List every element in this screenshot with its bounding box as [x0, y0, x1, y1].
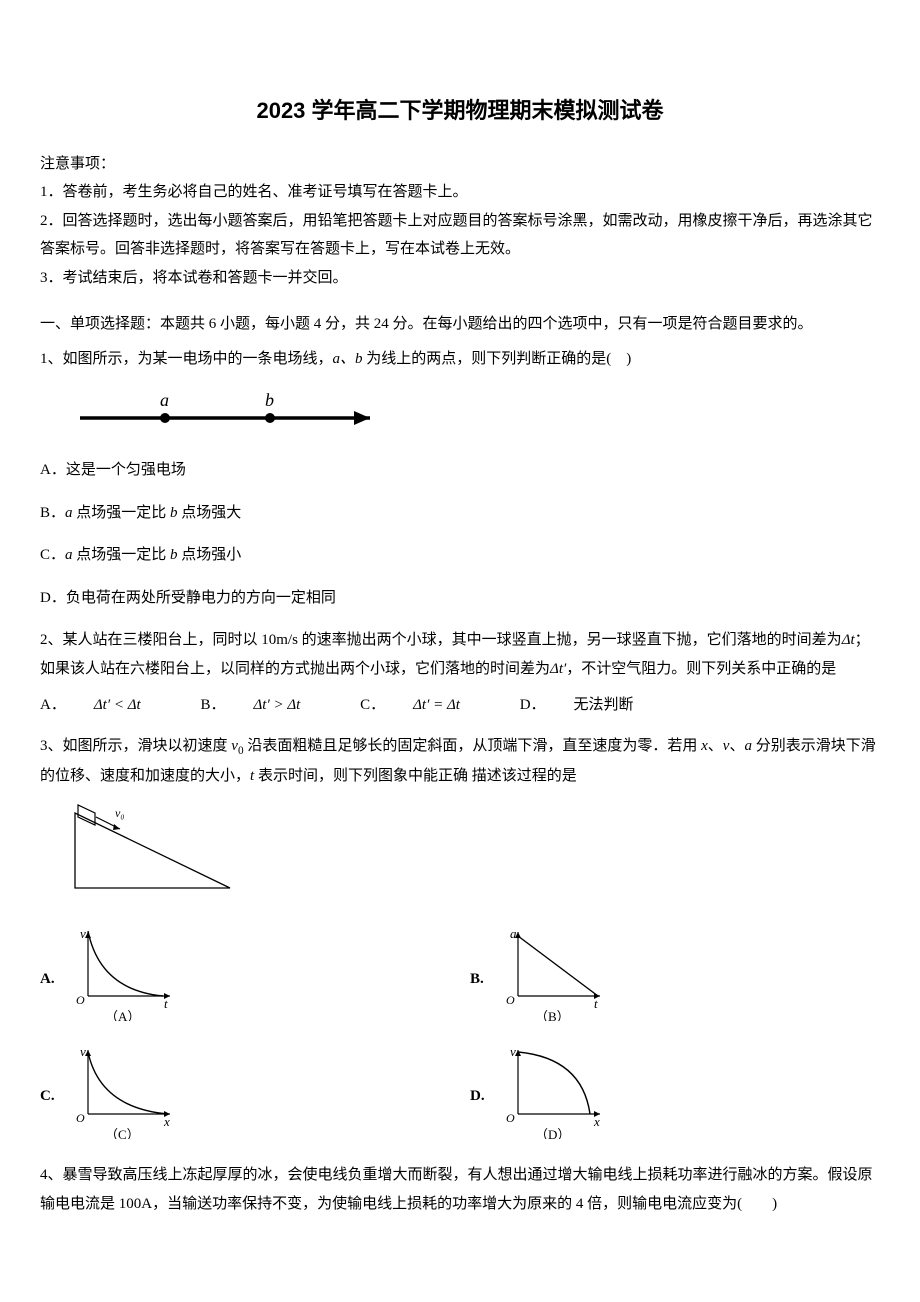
q2-a-pre: A． — [40, 697, 66, 713]
q1-c-mid: 点场强一定比 — [73, 547, 171, 563]
svg-text:O: O — [76, 1111, 85, 1125]
q1-stem: 1、如图所示，为某一电场中的一条电场线，a、b 为线上的两点，则下列判断正确的是… — [40, 345, 880, 374]
instructions-line-2: 2．回答选择题时，选出每小题答案后，用铅笔把答题卡上对应题目的答案标号涂黑，如需… — [40, 207, 880, 264]
svg-text:a: a — [160, 390, 169, 410]
svg-text:x: x — [593, 1114, 600, 1129]
svg-text:v: v — [510, 1044, 516, 1059]
q3-incline-figure: v₀ — [70, 803, 880, 909]
q3-v: v — [723, 738, 730, 754]
q1-option-d: D．负电荷在两处所受静电力的方向一定相同 — [40, 584, 880, 613]
q2-d-pre: D． — [520, 697, 546, 713]
q1-b-mid: 点场强一定比 — [73, 505, 171, 521]
instructions-block: 注意事项： 1．答卷前，考生务必将自己的姓名、准考证号填写在答题卡上。 2．回答… — [40, 150, 880, 293]
svg-text:v₀: v₀ — [115, 806, 125, 820]
q1-option-a: A．这是一个匀强电场 — [40, 456, 880, 485]
q2-c-pre: C． — [360, 697, 385, 713]
q2-options: A． Δt′ < Δt B． Δt′ > Δt C． Δt′ = Δt D． 无法判断 — [40, 691, 880, 720]
svg-text:（B）: （B） — [535, 1009, 570, 1021]
q4-stem: 4、暴雪导致高压线上冻起厚厚的冰，会使电线负重增大而断裂，有人想出通过增大输电线… — [40, 1161, 880, 1218]
svg-text:（A）: （A） — [105, 1009, 140, 1021]
q1-stem-post: 为线上的两点，则下列判断正确的是( ) — [363, 351, 632, 367]
q2-dtp: Δt′ — [550, 661, 566, 677]
q3-graph-d-svg: v x O （D） — [500, 1044, 610, 1139]
question-1: 1、如图所示，为某一电场中的一条电场线，a、b 为线上的两点，则下列判断正确的是… — [40, 345, 880, 613]
instructions-line-1: 1．答卷前，考生务必将自己的姓名、准考证号填写在答题卡上。 — [40, 178, 880, 207]
q3-graph-d: v x O （D） — [500, 1044, 610, 1150]
question-3: 3、如图所示，滑块以初速度 v0 沿表面粗糙且足够长的固定斜面，从顶端下滑，直至… — [40, 732, 880, 1149]
question-4: 4、暴雪导致高压线上冻起厚厚的冰，会使电线负重增大而断裂，有人想出通过增大输电线… — [40, 1161, 880, 1218]
q3-v0: v — [231, 738, 238, 754]
q3-graph-b-svg: a t O （B） — [500, 926, 610, 1021]
svg-text:（D）: （D） — [535, 1127, 570, 1139]
q3-graph-b: a t O （B） — [500, 926, 610, 1032]
q3-p1: 3、如图所示，滑块以初速度 — [40, 738, 231, 754]
q3-label-a: A. — [40, 965, 70, 994]
q1-figure: ab — [70, 383, 880, 438]
q1-c-pre: C． — [40, 547, 65, 563]
q1-b-post: 点场强大 — [178, 505, 242, 521]
q3-label-b: B. — [470, 965, 500, 994]
q1-b-a: a — [65, 505, 73, 521]
q3-label-d: D. — [470, 1082, 500, 1111]
q1-b-pre: B． — [40, 505, 65, 521]
q3-label-c: C. — [40, 1082, 70, 1111]
q2-c-rel: Δt′ = Δt — [413, 697, 460, 713]
q1-stem-ab: a、b — [333, 351, 363, 367]
q2-b-pre: B． — [200, 697, 225, 713]
q3-x: x — [701, 738, 708, 754]
q1-field-line-svg: ab — [70, 383, 400, 438]
svg-text:a: a — [510, 926, 517, 941]
q2-d-rel: 无法判断 — [574, 697, 634, 713]
q3-graph-a: v t O （A） — [70, 926, 180, 1032]
svg-text:t: t — [164, 996, 168, 1011]
svg-text:t: t — [594, 996, 598, 1011]
q1-b-b: b — [170, 505, 178, 521]
svg-text:O: O — [506, 1111, 515, 1125]
q3-row-cd: C. v x O （C） D. v x O （D） — [40, 1044, 880, 1150]
q1-c-b: b — [170, 547, 178, 563]
q2-p3: ，不计空气阻力。则下列关系中正确的是 — [566, 661, 836, 677]
q3-stem: 3、如图所示，滑块以初速度 v0 沿表面粗糙且足够长的固定斜面，从顶端下滑，直至… — [40, 732, 880, 791]
q3-graph-c: v x O （C） — [70, 1044, 180, 1150]
q3-graph-c-svg: v x O （C） — [70, 1044, 180, 1139]
q2-a-rel: Δt′ < Δt — [94, 697, 141, 713]
question-2: 2、某人站在三楼阳台上，同时以 10m/s 的速率抛出两个小球，其中一球竖直上抛… — [40, 626, 880, 720]
svg-text:b: b — [265, 390, 274, 410]
page-title: 2023 学年高二下学期物理期末模拟测试卷 — [40, 90, 880, 132]
q3-p4: 表示时间，则下列图象中能正确 描述该过程的是 — [254, 768, 577, 784]
svg-text:O: O — [76, 993, 85, 1007]
q1-c-a: a — [65, 547, 73, 563]
q3-incline-svg: v₀ — [70, 803, 240, 898]
svg-text:（C）: （C） — [105, 1127, 140, 1139]
instructions-header: 注意事项： — [40, 150, 880, 179]
q3-row-ab: A. v t O （A） B. a t O （B） — [40, 926, 880, 1032]
section-1-header: 一、单项选择题：本题共 6 小题，每小题 4 分，共 24 分。在每小题给出的四… — [40, 310, 880, 339]
q2-option-d: D． 无法判断 — [520, 697, 662, 713]
q1-stem-pre: 1、如图所示，为某一电场中的一条电场线， — [40, 351, 333, 367]
q3-graph-a-svg: v t O （A） — [70, 926, 180, 1021]
svg-text:v: v — [80, 1044, 86, 1059]
q2-option-c: C． Δt′ = Δt — [360, 697, 488, 713]
svg-text:x: x — [163, 1114, 170, 1129]
instructions-line-3: 3．考试结束后，将本试卷和答题卡一并交回。 — [40, 264, 880, 293]
q1-option-c: C．a 点场强一定比 b 点场强小 — [40, 541, 880, 570]
q2-p1: 2、某人站在三楼阳台上，同时以 10m/s 的速率抛出两个小球，其中一球竖直上抛… — [40, 632, 842, 648]
q1-option-b: B．a 点场强一定比 b 点场强大 — [40, 499, 880, 528]
svg-text:v: v — [80, 926, 86, 941]
q3-p2: 沿表面粗糙且足够长的固定斜面，从顶端下滑，直至速度为零．若用 — [244, 738, 702, 754]
q3-a: a — [744, 738, 752, 754]
svg-text:O: O — [506, 993, 515, 1007]
q2-dt: Δt — [842, 632, 855, 648]
q2-option-a: A． Δt′ < Δt — [40, 697, 169, 713]
q2-b-rel: Δt′ > Δt — [253, 697, 300, 713]
q2-stem: 2、某人站在三楼阳台上，同时以 10m/s 的速率抛出两个小球，其中一球竖直上抛… — [40, 626, 880, 683]
q2-option-b: B． Δt′ > Δt — [200, 697, 328, 713]
q1-c-post: 点场强小 — [178, 547, 242, 563]
